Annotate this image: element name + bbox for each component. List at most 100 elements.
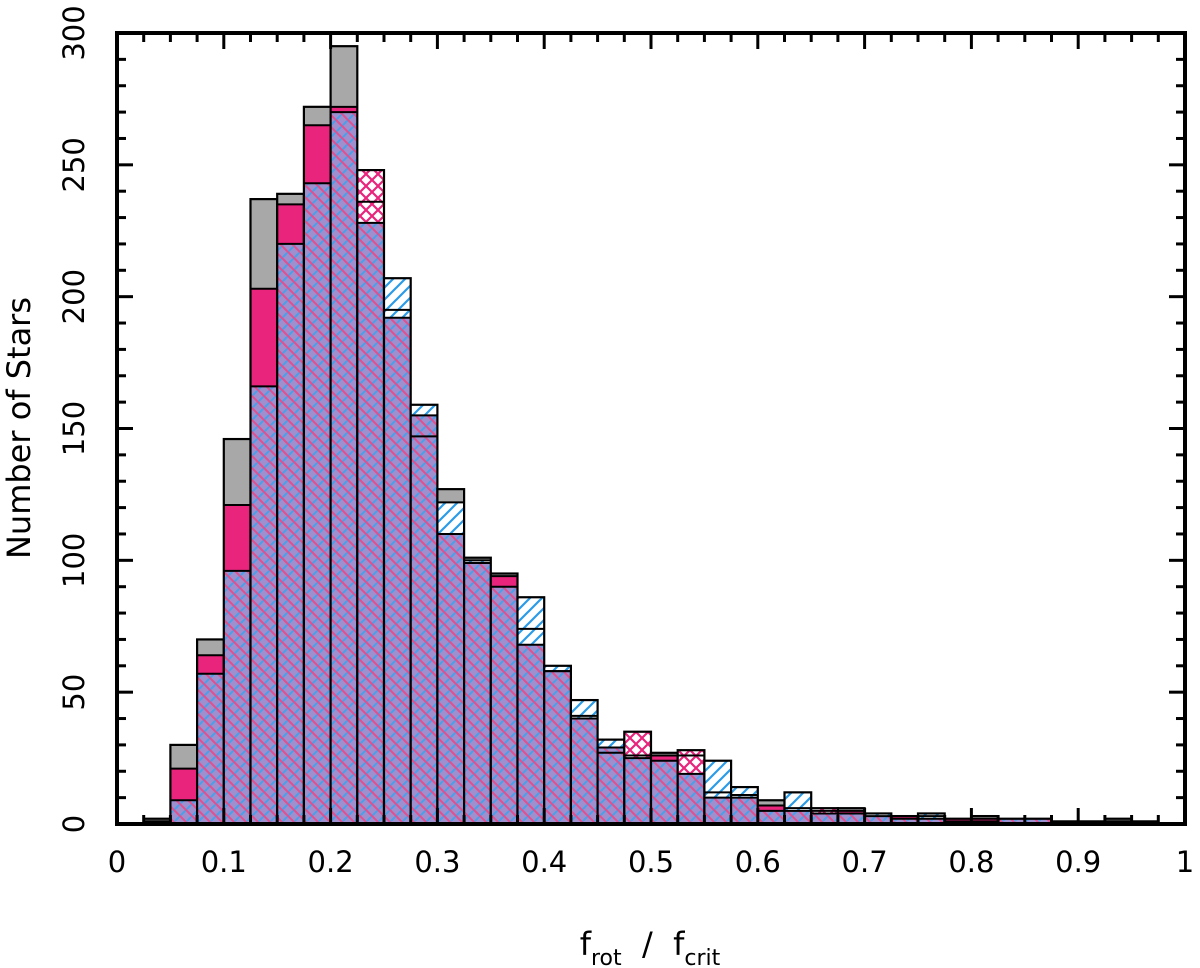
histogram-bar-blue — [544, 665, 571, 672]
histogram-bar-magenta — [624, 731, 651, 759]
histogram-bar-gray — [971, 816, 999, 819]
histogram-bar-overlap — [651, 760, 678, 824]
histogram-bar-overlap — [357, 222, 384, 825]
histogram-bar-gray — [437, 489, 465, 503]
histogram-bar-overlap — [677, 773, 705, 824]
x-tick-label: 0.8 — [948, 845, 994, 879]
y-tick-label: 100 — [57, 533, 91, 588]
histogram-bar-blue — [731, 787, 758, 798]
histogram-bar-blue — [437, 502, 465, 534]
histogram-bar-blue — [464, 560, 491, 563]
x-tick-label: 0.7 — [842, 845, 888, 879]
histogram-bar-overlap — [1024, 818, 1052, 824]
histogram-bar-magenta — [837, 810, 865, 814]
histogram-bar-overlap — [784, 810, 812, 824]
histogram-bar-gray — [143, 818, 171, 822]
histogram-bar-overlap — [384, 317, 411, 824]
histogram-bar-overlap — [624, 758, 651, 824]
y-tick-label: 300 — [57, 5, 91, 60]
histogram-bar-blue — [864, 813, 892, 817]
histogram-bar-magenta — [971, 818, 999, 822]
histogram-bar-gray — [757, 800, 785, 806]
histogram-bar-overlap — [998, 818, 1025, 824]
histogram-bar-blue — [597, 739, 625, 748]
tick-labels: 0 0.1 0.2 0.3 0.4 0.5 0.6 0.7 0.8 0.9 1 0 50 100 150 20… — [57, 5, 1194, 879]
histogram-bar-blue — [517, 597, 545, 645]
histogram-bar-overlap — [597, 747, 625, 824]
x-tick-label: 0.5 — [628, 845, 674, 879]
histogram-bar-magenta — [223, 504, 251, 571]
histogram-bar-gray — [651, 752, 678, 756]
plot-frame — [115, 31, 1187, 826]
histogram-bar-magenta — [651, 755, 678, 761]
x-axis-title: frot / fcrit — [580, 925, 721, 968]
histogram-bars — [142, 45, 1160, 826]
histogram-bar-magenta — [303, 125, 331, 184]
histogram-bar-magenta — [250, 288, 278, 387]
histogram-bar-magenta — [757, 805, 785, 811]
histogram-bar-magenta — [357, 170, 384, 223]
x-tick-label: 0.9 — [1055, 845, 1101, 879]
histogram-bar-blue — [570, 700, 598, 719]
x-axis-title-separator: / — [622, 925, 673, 963]
y-tick-label: 0 — [57, 815, 91, 833]
histogram-bar-overlap — [490, 586, 518, 824]
histogram-bar-blue — [410, 404, 438, 416]
histogram-bar-overlap — [757, 810, 785, 824]
y-tick-label: 250 — [57, 137, 91, 192]
x-axis-title-f1: f — [580, 925, 592, 963]
histogram-bar-blue — [784, 792, 812, 811]
histogram-bar-magenta — [490, 576, 518, 587]
histogram-bar-gray — [223, 439, 251, 505]
y-axis-title: Number of Stars — [0, 297, 38, 559]
x-tick-label: 0.1 — [201, 845, 247, 879]
histogram-bar-gray — [250, 199, 278, 289]
y-tick-label: 150 — [57, 401, 91, 456]
histogram-bar-gray — [277, 193, 304, 205]
histogram-bar-gray — [170, 744, 198, 769]
histogram-bar-magenta — [197, 655, 224, 674]
histogram-bar-magenta — [330, 106, 358, 113]
x-tick-label: 1 — [1176, 845, 1194, 879]
histogram-bar-overlap — [223, 570, 251, 824]
histogram-bar-overlap — [250, 386, 278, 824]
histogram-bar-gray — [1104, 818, 1132, 822]
x-axis-title-sub-rot: rot — [591, 946, 622, 968]
histogram-bar-overlap — [170, 800, 198, 824]
histogram-bar-gray — [303, 106, 331, 126]
y-tick-label: 50 — [57, 674, 91, 711]
histogram-bar-overlap — [197, 673, 224, 824]
histogram-bar-overlap — [437, 533, 465, 824]
x-axis-title-f2: f — [673, 925, 685, 963]
histogram-bar-overlap — [570, 718, 598, 824]
histogram-bar-overlap — [811, 813, 838, 824]
x-tick-label: 0.2 — [308, 845, 354, 879]
histogram-bar-magenta — [891, 816, 918, 819]
histogram-bar-gray — [490, 573, 518, 577]
histogram-bar-overlap — [544, 671, 571, 824]
histogram-bar-overlap — [837, 813, 865, 824]
histogram-bar-blue — [384, 278, 411, 318]
histogram-bar-magenta — [277, 204, 304, 244]
x-tick-label: 0.3 — [414, 845, 460, 879]
x-axis-title-sub-crit: crit — [684, 946, 720, 968]
histogram-bar-magenta — [944, 818, 972, 822]
histogram-bar-overlap — [891, 818, 918, 824]
histogram-bar-overlap — [704, 797, 732, 824]
histogram-bar-overlap — [864, 816, 892, 824]
histogram-bar-overlap — [731, 797, 758, 824]
histogram-bar-overlap — [303, 183, 331, 825]
x-tick-label: 0.4 — [521, 845, 567, 879]
histogram-bar-gray — [837, 808, 865, 811]
histogram-bar-gray — [197, 639, 224, 656]
histogram-bar-overlap — [330, 112, 358, 825]
histogram-bar-gray — [464, 557, 491, 561]
histogram-bar-gray — [330, 46, 358, 107]
histogram-bar-overlap — [464, 562, 491, 824]
x-tick-label: 0.6 — [735, 845, 781, 879]
histogram-bar-overlap — [517, 644, 545, 824]
histogram-bar-overlap — [410, 415, 438, 824]
y-tick-label: 200 — [57, 269, 91, 324]
histogram-bar-overlap — [277, 243, 304, 824]
